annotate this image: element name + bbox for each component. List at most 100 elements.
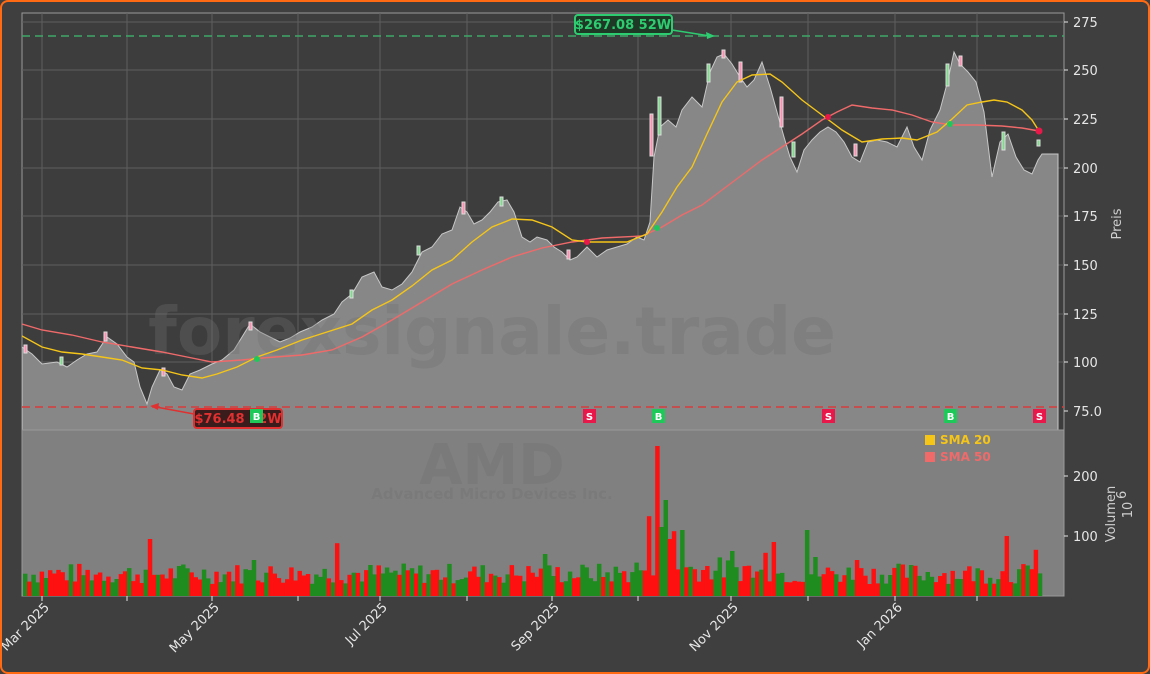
high-52w-annotation: $267.08 52W: [574, 14, 715, 39]
volume-bar: [742, 566, 747, 596]
volume-bar: [280, 582, 286, 596]
high-52w-label: $267.08 52W: [575, 18, 671, 33]
volume-bar: [630, 572, 635, 596]
volume-bar: [700, 570, 706, 596]
volume-bar: [413, 573, 419, 596]
volume-bar: [763, 552, 768, 596]
candlesticks: [23, 49, 1041, 377]
buy-signal: B: [652, 409, 665, 423]
volume-bar: [164, 578, 169, 596]
volume-bar: [189, 572, 194, 596]
volume-bar: [1033, 549, 1039, 596]
svg-text:250: 250: [1073, 64, 1098, 79]
volume-bar: [921, 580, 926, 596]
svg-text:175: 175: [1073, 210, 1098, 225]
volume-bar: [850, 579, 856, 596]
volume-bar: [131, 581, 136, 596]
volume-bar: [621, 571, 627, 596]
volume-bar: [459, 579, 465, 596]
volume-bar: [517, 575, 523, 596]
volume-bar: [476, 576, 481, 596]
volume-bar: [201, 569, 207, 596]
volume-bar: [842, 575, 847, 596]
volume-bar: [938, 576, 943, 596]
crossover-sell-dot: [1035, 127, 1043, 135]
volume-bar: [717, 557, 723, 596]
svg-text:S: S: [586, 412, 593, 423]
crossover-buy-dot: [947, 121, 953, 127]
volume-bar: [684, 567, 689, 596]
volume-bar: [455, 580, 461, 596]
volume-bar: [185, 568, 190, 596]
volume-bar: [276, 578, 282, 596]
volume-bar: [77, 563, 82, 596]
volume-bar: [181, 564, 186, 596]
volume-bar: [97, 572, 103, 596]
volume-bar: [52, 573, 57, 596]
volume-bar: [39, 571, 45, 596]
volume-bar: [875, 583, 881, 596]
volume-bar: [172, 578, 178, 596]
volume-bar: [309, 583, 315, 596]
volume-bar: [580, 564, 585, 596]
volume-bar: [834, 574, 839, 596]
volume-bar: [268, 566, 273, 596]
svg-text:200: 200: [1073, 162, 1098, 177]
svg-text:100: 100: [1073, 356, 1098, 371]
volume-bar: [393, 570, 398, 596]
volume-bar: [243, 569, 248, 596]
volume-bar: [908, 565, 914, 596]
volume-bar: [551, 576, 556, 596]
volume-bar: [609, 581, 614, 596]
volume-bar: [975, 568, 980, 596]
volume-bar: [443, 577, 448, 596]
volume-bar: [463, 577, 469, 596]
crossover-sell-dot: [584, 239, 590, 245]
volume-bar: [206, 578, 211, 596]
volume-bar: [405, 570, 411, 596]
date-tick: Mar 2025: [2, 600, 53, 654]
signal-markers: B S B S B S: [250, 409, 1046, 423]
volume-bar: [72, 581, 78, 596]
volume-bar: [297, 570, 302, 596]
volume-bar: [917, 575, 922, 596]
volume-bar: [81, 575, 86, 596]
volume-bar: [671, 531, 677, 596]
volume-bar: [838, 581, 843, 596]
svg-text:275: 275: [1073, 16, 1098, 31]
volume-axis-label: Volumen: [1104, 486, 1119, 543]
volume-bar: [193, 577, 198, 596]
volume-bar: [23, 573, 28, 596]
volume-bar: [376, 565, 381, 596]
volume-bar: [829, 571, 835, 596]
volume-bar: [343, 583, 348, 596]
volume-bar: [384, 567, 390, 596]
volume-bar: [784, 582, 789, 596]
volume-bar: [210, 583, 215, 596]
volume-bar: [272, 573, 278, 596]
volume-bar: [779, 572, 785, 596]
volume-bar: [56, 569, 61, 596]
legend: SMA 20 SMA 50: [925, 433, 991, 464]
volume-bar: [871, 568, 876, 596]
volume-bar: [509, 565, 515, 596]
volume-bar: [359, 581, 365, 596]
volume-bar: [1037, 573, 1043, 596]
volume-bar: [93, 574, 99, 596]
ticker-watermark: AMD: [419, 433, 565, 498]
volume-bar: [792, 580, 797, 596]
volume-bar: [617, 572, 623, 596]
volume-bar: [318, 576, 323, 596]
volume-bar: [351, 572, 357, 596]
volume-bar: [293, 580, 298, 596]
buy-signal: B: [250, 409, 263, 423]
buy-signal: B: [944, 409, 957, 423]
volume-bar: [904, 577, 910, 596]
legend-label-sma20: SMA 20: [940, 433, 991, 447]
svg-text:200: 200: [1073, 470, 1098, 485]
date-tick: Jan 2026: [854, 600, 906, 652]
volume-bar: [64, 580, 70, 596]
volume-bar: [135, 574, 140, 596]
volume-bar: [230, 581, 236, 596]
volume-bar: [979, 570, 985, 596]
